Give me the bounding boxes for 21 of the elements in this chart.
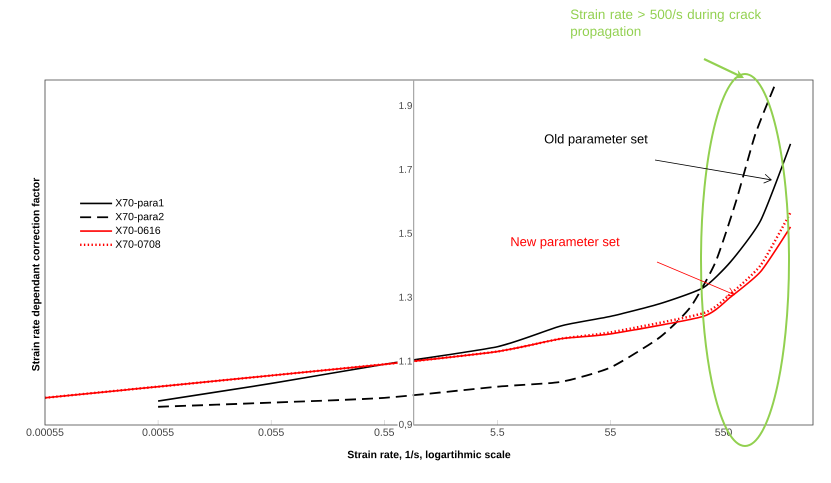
- legend-label: X70-0708: [116, 240, 160, 248]
- y-tick-label: 1.7: [399, 166, 412, 173]
- x-tick-label: 5.5: [490, 428, 504, 436]
- x-tick-label: 0.00055: [26, 428, 64, 436]
- annotation: Old parameter set: [544, 134, 648, 146]
- y-tick-label: 1.3: [399, 294, 412, 301]
- x-tick-label: 0.0055: [142, 428, 174, 436]
- y-tick-label: 1.5: [399, 230, 412, 237]
- annotation: New parameter set: [511, 237, 620, 249]
- x-tick-label: 0.55: [374, 428, 394, 436]
- y-tick-label: 0,9: [398, 420, 412, 430]
- legend-label: X70-0616: [116, 226, 160, 234]
- x-tick-label: 0.055: [258, 428, 284, 436]
- legend-label: X70-para1: [116, 199, 164, 209]
- text: Strain rate > 500/s during crack propagation: [570, 9, 762, 39]
- y-axis-title: Strain rate dependant correction factor: [32, 178, 42, 371]
- y-tick-label: 1.1: [399, 358, 412, 365]
- y-tick-label: 1.9: [399, 102, 412, 110]
- legend-label: X70-para2: [116, 212, 164, 222]
- x-axis-title: Strain rate, 1/s, logartihmic scale: [348, 450, 510, 460]
- x-tick-label: 55: [605, 428, 616, 436]
